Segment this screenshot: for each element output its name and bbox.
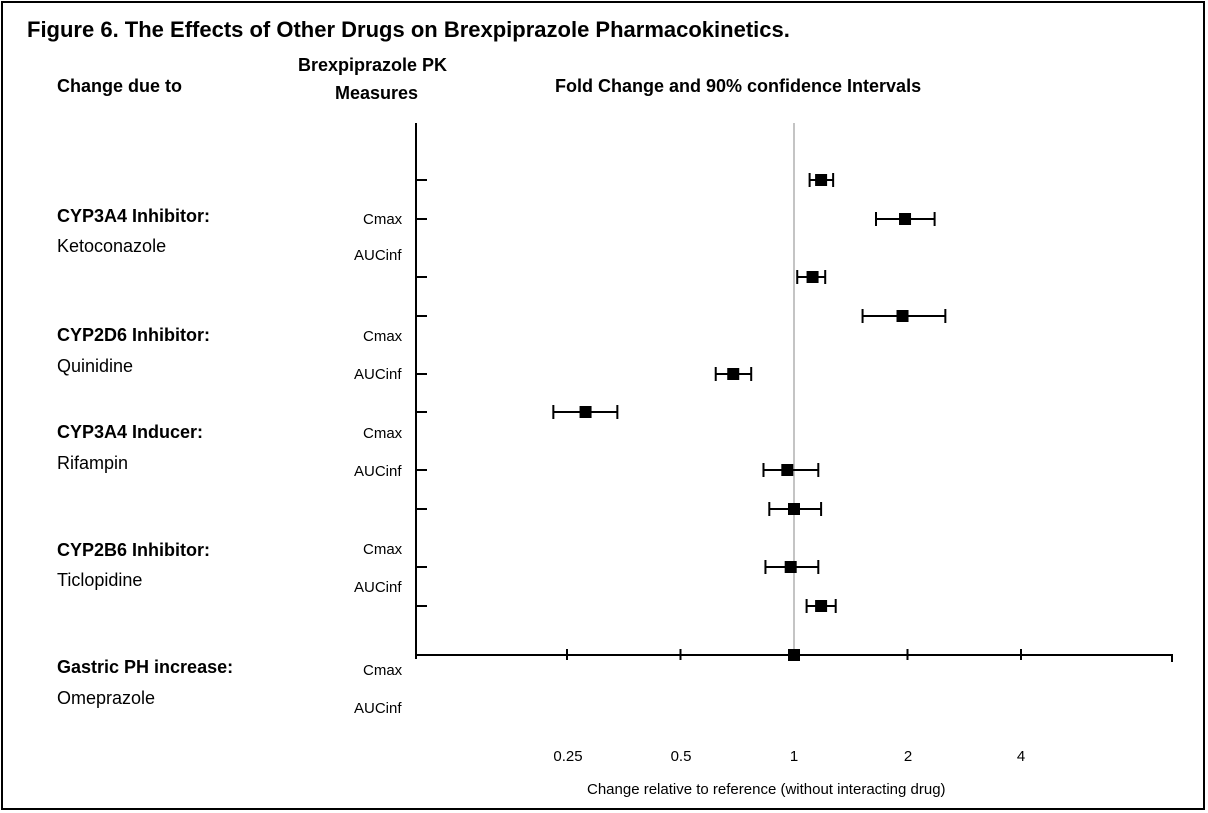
group-class-label: CYP2B6 Inhibitor: <box>57 540 211 560</box>
point-estimate <box>815 174 828 186</box>
measure-label: Cmax <box>363 328 403 345</box>
point-estimate <box>896 310 909 322</box>
group-class-label: CYP2D6 Inhibitor: <box>57 325 211 345</box>
point-estimate <box>784 561 797 573</box>
x-tick-label: 1 <box>789 748 799 765</box>
point-estimate <box>788 503 800 515</box>
group-drug-label: Ketoconazole <box>57 236 167 256</box>
measure-label: AUCinf <box>354 366 402 383</box>
x-axis-label: Change relative to reference (without in… <box>587 781 946 798</box>
x-tick-label: 4 <box>1016 748 1026 765</box>
header-change-due-to: Change due to <box>57 76 182 96</box>
measure-label: Cmax <box>363 425 403 442</box>
figure-title: Figure 6. The Effects of Other Drugs on … <box>27 17 790 42</box>
measure-label: AUCinf <box>354 579 402 596</box>
point-estimate <box>781 464 794 476</box>
point-estimate <box>788 649 800 661</box>
point-estimate <box>899 213 912 225</box>
measure-label: Cmax <box>363 662 403 679</box>
group-class-label: CYP3A4 Inhibitor: <box>57 206 211 226</box>
x-tick-label: 0.5 <box>670 748 692 765</box>
point-estimate <box>806 271 819 283</box>
measure-label: AUCinf <box>354 247 402 264</box>
measure-label: Cmax <box>363 541 403 558</box>
x-tick-label: 0.25 <box>553 748 583 765</box>
point-estimate <box>815 600 828 612</box>
group-class-label: Gastric PH increase: <box>57 657 234 677</box>
measure-label: AUCinf <box>354 700 402 717</box>
header-fold-change: Fold Change and 90% confidence Intervals <box>555 76 922 96</box>
measure-label: Cmax <box>363 211 403 228</box>
group-class-label: CYP3A4 Inducer: <box>57 422 204 442</box>
group-drug-label: Rifampin <box>57 453 129 473</box>
group-drug-label: Quinidine <box>57 356 134 376</box>
group-drug-label: Omeprazole <box>57 688 156 708</box>
measure-label: AUCinf <box>354 463 402 480</box>
group-drug-label: Ticlopidine <box>57 570 143 590</box>
header-pk-measures-line2: Measures <box>335 83 419 103</box>
point-estimate <box>579 406 592 418</box>
point-estimate <box>727 368 740 380</box>
header-pk-measures-line1: Brexpiprazole PK <box>298 55 448 75</box>
x-tick-label: 2 <box>903 748 913 765</box>
